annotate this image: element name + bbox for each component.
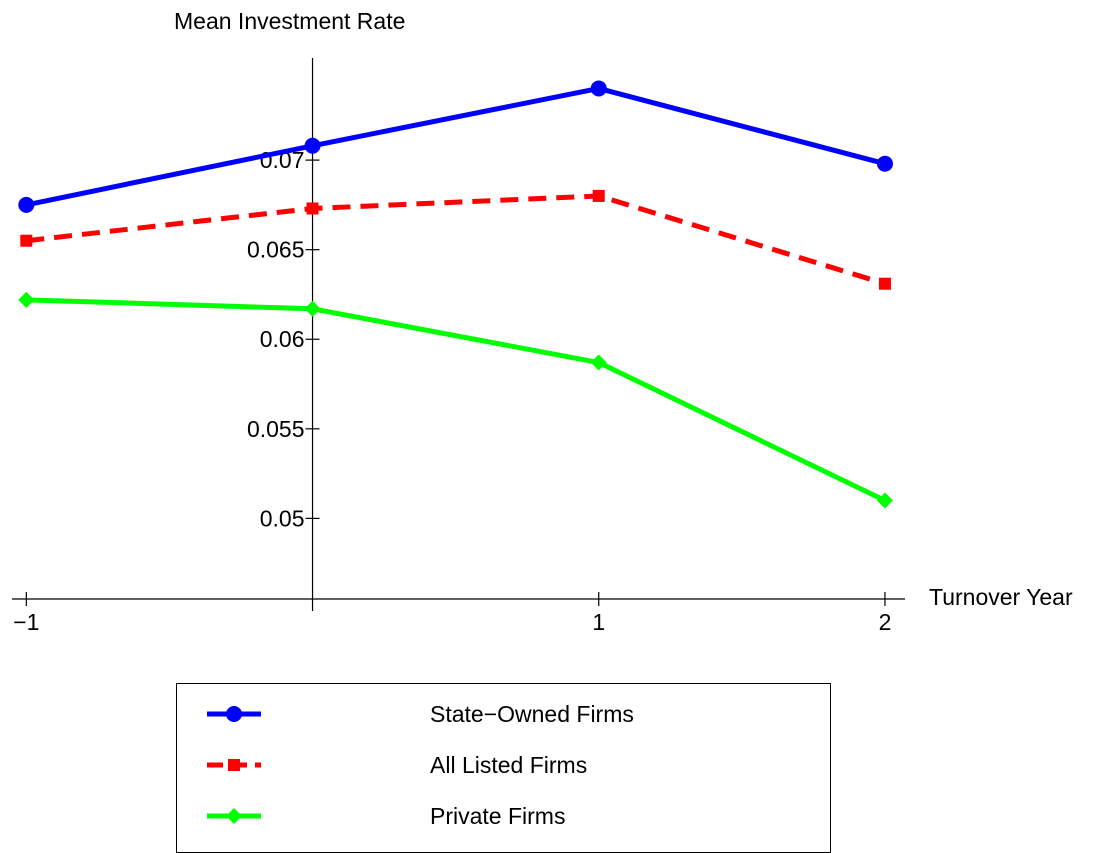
series-line-1 [26,193,886,287]
data-point-square [878,277,891,290]
legend-item: All Listed Firms [177,745,830,785]
series-layer [18,80,893,509]
series-line-0 [25,85,886,208]
y-axis-title: Mean Investment Rate [174,8,405,34]
data-point-square [20,234,33,247]
data-point-circle [590,80,607,97]
x-tick-label: 1 [592,609,605,635]
data-point-diamond [18,291,35,308]
data-point-square [306,202,319,215]
x-tick-label: −1 [13,609,39,635]
y-tick-label: 0.06 [260,326,305,352]
data-point-circle [18,196,35,213]
legend-item: Private Firms [177,796,830,836]
x-axis-title: Turnover Year [929,584,1073,610]
legend-item: State−Owned Firms [177,694,830,734]
legend-swatch-marker [228,759,240,771]
legend-swatch-square [207,759,261,771]
legend-swatch-diamond [207,808,261,824]
legend-swatch-marker [226,808,242,824]
legend-swatch-circle [207,706,261,722]
data-point-diamond [304,300,321,317]
legend: State−Owned Firms All Listed Firms Private… [176,683,831,853]
data-point-square [592,189,605,202]
legend-label: State−Owned Firms [430,701,634,727]
x-tick-label: 2 [879,609,892,635]
data-point-circle [876,155,893,172]
data-point-diamond [590,354,607,371]
data-point-circle [304,137,321,154]
y-tick-label: 0.055 [247,416,305,442]
legend-label: All Listed Firms [430,752,588,778]
legend-label: Private Firms [430,803,566,829]
data-point-diamond [876,492,893,509]
y-tick-label: 0.065 [247,237,305,263]
legend-swatch-marker [226,706,242,722]
series-line-2 [26,297,887,503]
y-tick-label: 0.05 [260,505,305,531]
